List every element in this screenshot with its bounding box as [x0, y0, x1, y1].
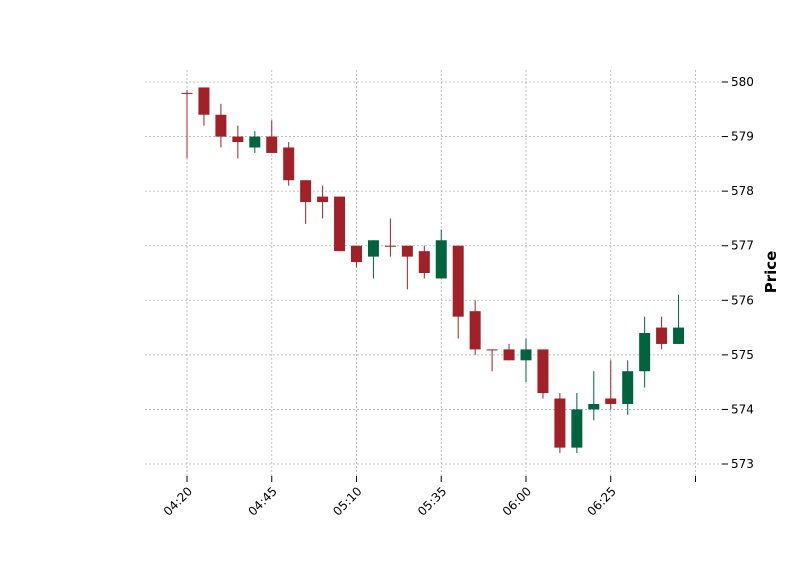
- candle-body: [334, 196, 346, 252]
- candle-body: [520, 349, 532, 361]
- candle: [351, 245, 362, 268]
- candle-body: [537, 349, 549, 394]
- y-axis-label: Price: [762, 251, 780, 294]
- candle: [181, 90, 193, 159]
- candle-body: [384, 245, 396, 247]
- candle: [334, 196, 346, 252]
- candle: [486, 349, 498, 372]
- grid: [145, 70, 722, 476]
- candle-body: [317, 196, 329, 203]
- candle-body: [215, 114, 227, 137]
- candle: [418, 245, 430, 279]
- candle: [401, 245, 413, 290]
- y-axis: 573 574 575 576 577 578 579 580: [722, 75, 754, 471]
- x-tick-label: 04:45: [246, 484, 280, 518]
- candle-body: [300, 180, 312, 203]
- candle-body: [571, 409, 583, 448]
- candle: [554, 393, 566, 454]
- candles: [181, 87, 685, 454]
- candle-body: [401, 245, 413, 257]
- y-tick-label: 578: [731, 184, 754, 198]
- candle: [673, 294, 685, 344]
- candle-body: [469, 311, 481, 350]
- candle-body: [656, 327, 668, 344]
- candle: [215, 103, 227, 148]
- candle: [469, 300, 481, 355]
- candle: [622, 360, 634, 415]
- candle: [571, 393, 583, 454]
- x-tick-label: 05:35: [415, 484, 449, 518]
- candle-body: [198, 87, 210, 115]
- y-tick-label: 576: [731, 293, 754, 307]
- candle-body: [452, 245, 464, 317]
- candle: [266, 120, 278, 153]
- candle-body: [622, 371, 634, 404]
- candle: [232, 125, 244, 159]
- candle: [367, 240, 379, 279]
- candle: [605, 360, 617, 410]
- x-tick-label: 05:10: [330, 484, 364, 518]
- x-axis: 04:20 04:45 05:10 05:35 06:00 06:25: [161, 476, 696, 519]
- candle: [452, 245, 464, 339]
- y-tick-label: 575: [731, 348, 754, 362]
- candle: [503, 343, 515, 361]
- candle: [198, 87, 210, 126]
- candle-body: [673, 327, 685, 344]
- candle: [520, 338, 532, 383]
- candle-body: [249, 136, 261, 148]
- candle: [384, 218, 396, 257]
- candle-body: [503, 349, 515, 361]
- candle: [317, 185, 329, 219]
- candle-body: [351, 245, 362, 263]
- candle-body: [418, 251, 430, 273]
- x-tick-label: 06:00: [500, 484, 534, 518]
- candle-body: [181, 92, 193, 94]
- y-tick-label: 577: [731, 239, 754, 253]
- x-tick-label: 04:20: [161, 484, 195, 518]
- candle-body: [639, 333, 651, 372]
- candle: [249, 131, 261, 153]
- y-tick-label: 573: [731, 457, 754, 471]
- candle-body: [554, 398, 566, 448]
- y-tick-label: 580: [731, 75, 754, 89]
- candle-body: [232, 136, 244, 143]
- candle: [300, 180, 312, 224]
- candle-body: [588, 403, 600, 410]
- candle: [639, 316, 651, 388]
- candle: [656, 316, 668, 350]
- candle-body: [605, 398, 617, 404]
- candle: [283, 142, 295, 186]
- candle-body: [367, 240, 379, 257]
- candle: [435, 229, 447, 279]
- x-tick-label: 06:25: [585, 484, 619, 518]
- candle: [588, 371, 600, 421]
- candle-body: [435, 240, 447, 279]
- candle-body: [486, 349, 498, 351]
- y-tick-label: 574: [731, 402, 754, 416]
- candle-body: [283, 147, 295, 181]
- candle-body: [266, 136, 278, 153]
- y-tick-label: 579: [731, 130, 754, 144]
- candle: [537, 349, 549, 399]
